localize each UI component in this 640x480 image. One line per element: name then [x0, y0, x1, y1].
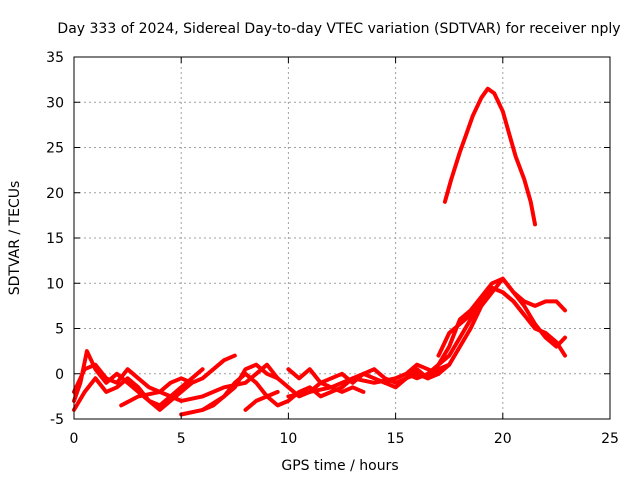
y-tick-label: 20: [46, 186, 64, 202]
series-line-trace-14: [436, 285, 527, 358]
series-line-trace-12: [415, 276, 567, 381]
series-line-trace-2: [72, 349, 205, 408]
series-line-trace-3: [72, 376, 194, 412]
series-line-trace-15: [442, 86, 537, 227]
x-tick-label: 0: [70, 431, 79, 447]
y-tick-label: 5: [55, 322, 64, 338]
x-tick-label: 25: [601, 431, 619, 447]
chart-title: Day 333 of 2024, Sidereal Day-to-day VTE…: [57, 21, 620, 37]
x-axis-label: GPS time / hours: [281, 458, 398, 474]
x-tick-label: 10: [279, 431, 297, 447]
series-line-trace-9: [286, 362, 441, 399]
y-tick-label: 0: [55, 367, 64, 383]
axis-ticks: 0 5 10 15 20 25 -5 0 5 10 15 20 25 30 35: [46, 50, 619, 447]
x-tick-label: 15: [387, 431, 405, 447]
data-series: [72, 86, 567, 417]
y-tick-label: 25: [46, 141, 64, 157]
grid-lines: [74, 57, 610, 419]
y-axis-label: SDTVAR / TECUs: [7, 181, 23, 296]
y-tick-label: 35: [46, 50, 64, 66]
y-tick-label: 10: [46, 276, 64, 292]
y-tick-label: 15: [46, 231, 64, 247]
series-line-trace-1: [72, 353, 237, 394]
y-tick-label: 30: [46, 95, 64, 111]
series-line-trace-13: [436, 276, 567, 367]
x-tick-label: 5: [177, 431, 186, 447]
x-tick-label: 20: [494, 431, 512, 447]
y-tick-label: -5: [50, 412, 64, 428]
